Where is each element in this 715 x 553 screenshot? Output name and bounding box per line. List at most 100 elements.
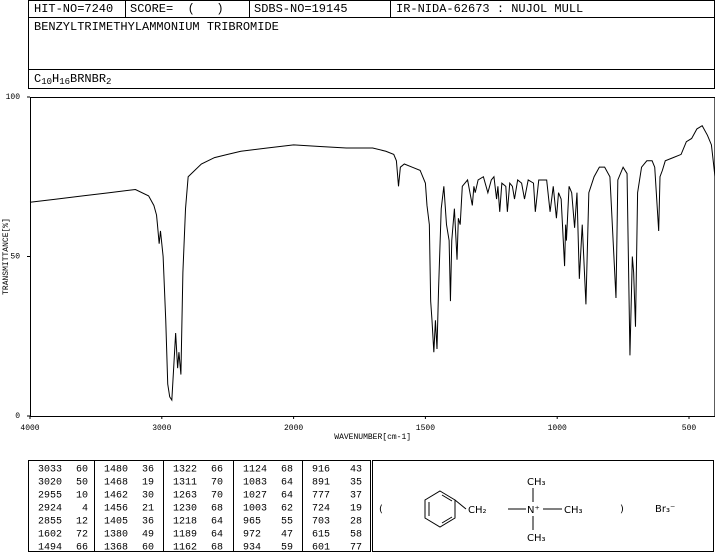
peak-transmittance: 49 xyxy=(142,530,154,541)
peak-wavenumber: 1480 xyxy=(104,465,128,476)
peak-transmittance: 36 xyxy=(142,517,154,528)
ir-info: IR-NIDA-62673 : NUJOL MULL xyxy=(396,2,583,16)
peak-wavenumber: 1003 xyxy=(243,504,267,515)
peak-wavenumber: 1405 xyxy=(104,517,128,528)
peak-wavenumber: 601 xyxy=(312,543,330,553)
peak-transmittance: 28 xyxy=(350,517,362,528)
ch3: CH₃ xyxy=(564,505,583,516)
peak-transmittance: 4 xyxy=(82,504,88,515)
bond xyxy=(454,499,467,510)
peak-wavenumber: 1083 xyxy=(243,478,267,489)
formula-part: C xyxy=(34,72,41,86)
peak-transmittance: 21 xyxy=(142,504,154,515)
nitrogen: N⁺ xyxy=(527,505,540,516)
structure-frame xyxy=(372,460,714,552)
peak-wavenumber: 1218 xyxy=(173,517,197,528)
peak-transmittance: 62 xyxy=(281,504,293,515)
peak-table-frame xyxy=(28,460,371,552)
peak-transmittance: 36 xyxy=(142,465,154,476)
x-tick-label: 2000 xyxy=(284,424,303,433)
y-tick-label: 0 xyxy=(15,412,20,421)
subscript: 10 xyxy=(41,77,52,87)
peak-wavenumber: 3033 xyxy=(38,465,62,476)
peak-transmittance: 60 xyxy=(142,543,154,553)
peak-wavenumber: 1322 xyxy=(173,465,197,476)
double-bond xyxy=(441,516,453,524)
peak-transmittance: 10 xyxy=(76,491,88,502)
peak-transmittance: 68 xyxy=(211,543,223,553)
peak-wavenumber: 1124 xyxy=(243,465,267,476)
peak-transmittance: 19 xyxy=(142,478,154,489)
x-tick-label: 3000 xyxy=(152,424,171,433)
formula-part: H xyxy=(52,72,59,86)
peak-wavenumber: 1027 xyxy=(243,491,267,502)
plot-frame xyxy=(30,97,715,417)
formula: C10H16BRNBR2 xyxy=(34,72,111,87)
x-tick-label: 1500 xyxy=(416,424,435,433)
peak-wavenumber: 615 xyxy=(312,530,330,541)
sdbs-no: SDBS-NO=19145 xyxy=(254,2,348,16)
y-tick-label: 100 xyxy=(6,93,21,102)
ch3: CH₃ xyxy=(527,533,546,544)
paren: ( xyxy=(379,504,383,515)
peak-wavenumber: 2924 xyxy=(38,504,62,515)
score: SCORE= ( ) xyxy=(130,2,224,16)
subscript: 2 xyxy=(106,77,111,87)
peak-wavenumber: 965 xyxy=(243,517,261,528)
peak-transmittance: 70 xyxy=(211,491,223,502)
y-axis-title: TRANSMITTANCE[%] xyxy=(2,218,11,295)
peak-transmittance: 19 xyxy=(350,504,362,515)
paren: ) xyxy=(620,504,624,515)
peak-transmittance: 77 xyxy=(350,543,362,553)
peak-wavenumber: 2855 xyxy=(38,517,62,528)
x-tick-label: 500 xyxy=(682,424,697,433)
subscript: 16 xyxy=(59,77,70,87)
peak-wavenumber: 703 xyxy=(312,517,330,528)
ch3: CH₃ xyxy=(527,477,546,488)
peak-wavenumber: 1230 xyxy=(173,504,197,515)
x-axis-title: WAVENUMBER[cm-1] xyxy=(334,433,411,442)
peak-transmittance: 59 xyxy=(281,543,293,553)
peak-transmittance: 64 xyxy=(211,530,223,541)
peak-wavenumber: 1456 xyxy=(104,504,128,515)
peak-wavenumber: 1311 xyxy=(173,478,197,489)
peak-wavenumber: 724 xyxy=(312,504,330,515)
peak-transmittance: 35 xyxy=(350,478,362,489)
double-bond xyxy=(441,494,453,502)
peak-transmittance: 47 xyxy=(281,530,293,541)
peak-wavenumber: 777 xyxy=(312,491,330,502)
peak-transmittance: 72 xyxy=(76,530,88,541)
peak-wavenumber: 1494 xyxy=(38,543,62,553)
peak-transmittance: 70 xyxy=(211,478,223,489)
peak-transmittance: 64 xyxy=(211,517,223,528)
peak-transmittance: 50 xyxy=(76,478,88,489)
peak-transmittance: 55 xyxy=(281,517,293,528)
peak-transmittance: 64 xyxy=(281,478,293,489)
peak-transmittance: 68 xyxy=(281,465,293,476)
formula-part: BRNBR xyxy=(70,72,106,86)
y-tick-label: 50 xyxy=(10,253,20,262)
x-tick-label: 4000 xyxy=(20,424,39,433)
peak-transmittance: 43 xyxy=(350,465,362,476)
peak-transmittance: 37 xyxy=(350,491,362,502)
peak-transmittance: 12 xyxy=(76,517,88,528)
compound-name: BENZYLTRIMETHYLAMMONIUM TRIBROMIDE xyxy=(34,20,279,34)
peak-wavenumber: 1263 xyxy=(173,491,197,502)
peak-transmittance: 60 xyxy=(76,465,88,476)
peak-wavenumber: 1602 xyxy=(38,530,62,541)
peak-transmittance: 68 xyxy=(211,504,223,515)
peak-wavenumber: 916 xyxy=(312,465,330,476)
peak-wavenumber: 3020 xyxy=(38,478,62,489)
anion: Br₃⁻ xyxy=(655,504,675,515)
peak-wavenumber: 1380 xyxy=(104,530,128,541)
peak-wavenumber: 934 xyxy=(243,543,261,553)
peak-transmittance: 58 xyxy=(350,530,362,541)
peak-wavenumber: 972 xyxy=(243,530,261,541)
peak-wavenumber: 1462 xyxy=(104,491,128,502)
peak-wavenumber: 1468 xyxy=(104,478,128,489)
hit-no: HIT-NO=7240 xyxy=(34,2,113,16)
peak-transmittance: 30 xyxy=(142,491,154,502)
ch2: CH₂ xyxy=(468,505,487,516)
peak-transmittance: 64 xyxy=(281,491,293,502)
